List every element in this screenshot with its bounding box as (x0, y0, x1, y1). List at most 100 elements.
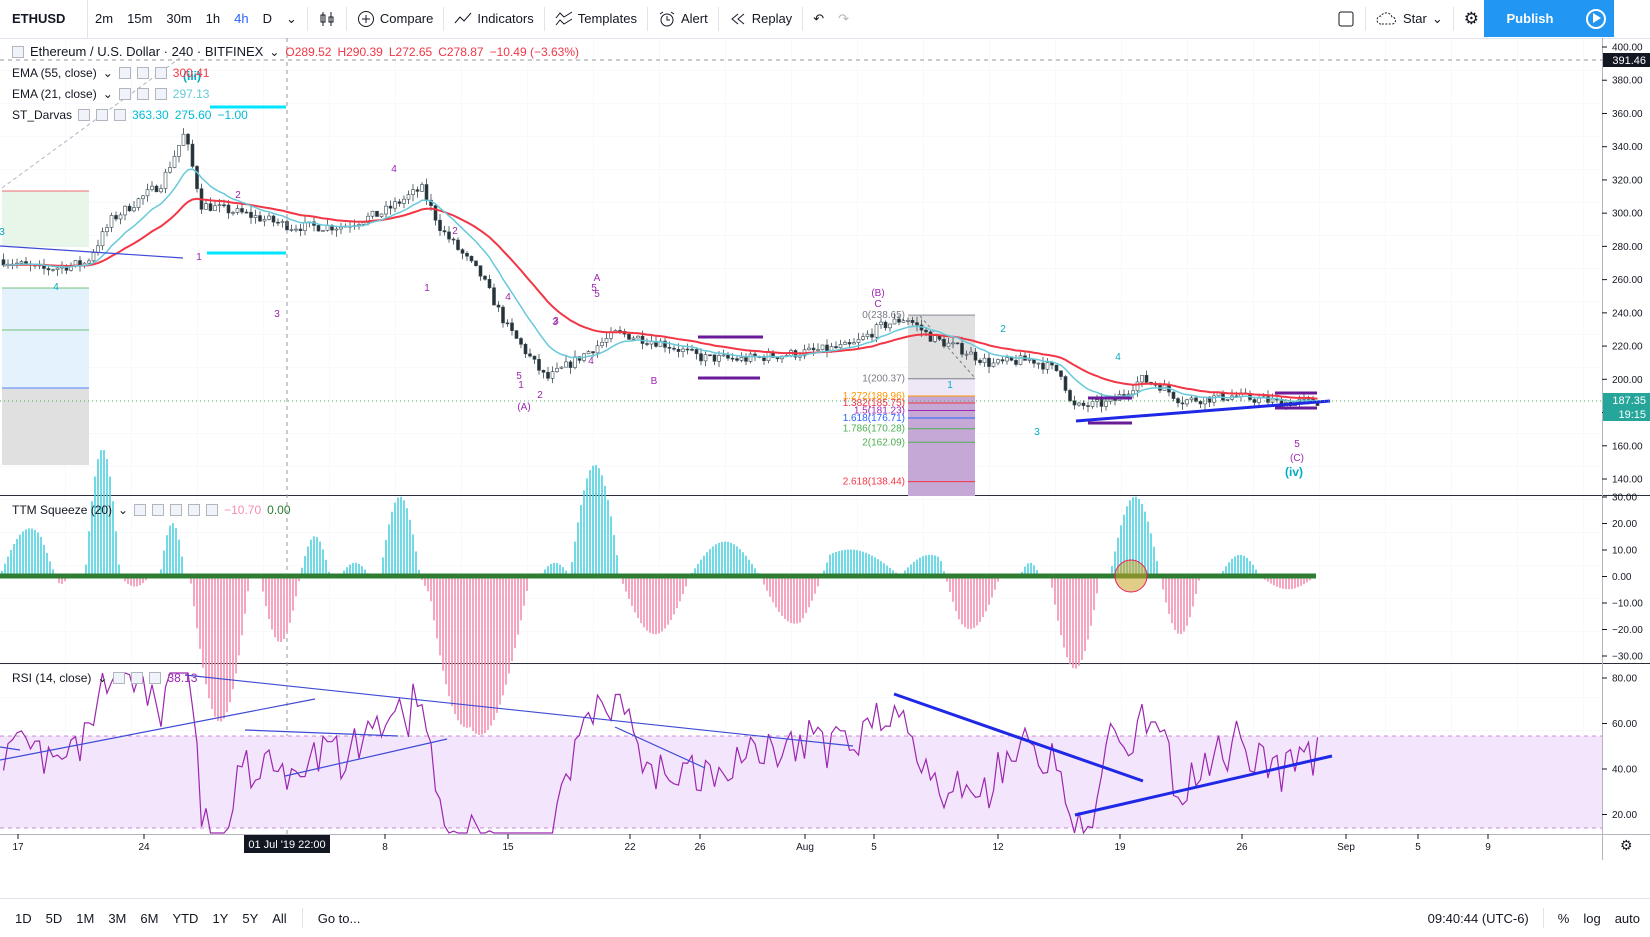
range-5y[interactable]: 5Y (242, 910, 259, 926)
ema21-label[interactable]: EMA (21, close) (12, 87, 97, 101)
layout-name-button[interactable]: Star ⌄ (1369, 0, 1450, 38)
chevron-down-icon[interactable]: ⌄ (102, 87, 113, 101)
wave-label: 1 (947, 380, 953, 391)
clock-label[interactable]: 09:40:44 (UTC-6) (1427, 910, 1529, 926)
indicators-button[interactable]: Indicators (447, 0, 540, 38)
highlight-circle[interactable] (1114, 559, 1148, 593)
settings-icon[interactable] (152, 504, 165, 516)
chevron-down-icon[interactable]: ⌄ (118, 503, 129, 517)
log-toggle[interactable]: log (1583, 910, 1601, 926)
interval-30m[interactable]: 30m (166, 11, 192, 26)
publish-button[interactable]: Publish (1484, 0, 1576, 37)
source-icon[interactable] (170, 504, 183, 516)
time-tick-label: Sep (1337, 842, 1355, 853)
trend-line[interactable] (0, 245, 184, 259)
wave-label: A (594, 273, 601, 284)
rsi-tick-label: 60.00 (1612, 719, 1637, 730)
eye-icon[interactable] (134, 504, 147, 516)
chevron-down-icon[interactable]: ⌄ (102, 66, 113, 80)
more-icon[interactable] (188, 504, 201, 516)
close-icon[interactable] (154, 88, 167, 100)
darvas-label[interactable]: ST_Darvas (12, 108, 73, 122)
close-icon[interactable] (149, 672, 162, 684)
chevron-down-icon[interactable]: ⌄ (269, 44, 280, 59)
last-price-tag: 187.35 19:15 (1603, 393, 1650, 421)
chart-canvas[interactable]: 0(238.65) 1(200.37) 1.272(189.96)1.382(185… (0, 38, 1650, 860)
trend-line[interactable] (1075, 399, 1331, 423)
range-ytd[interactable]: YTD (172, 910, 199, 926)
range-6m[interactable]: 6M (140, 910, 159, 926)
fullscreen-layout-button[interactable] (1330, 0, 1362, 38)
rsi-tick-label: 20.00 (1612, 810, 1637, 821)
ema55-legend[interactable]: EMA (55, close) ⌄ 300.41 (12, 66, 209, 80)
time-axis[interactable]: 17 24 8 15 22 26 Aug 5 12 19 26 Sep 5 9 (12, 834, 1491, 853)
wave-label: (iii) (183, 69, 201, 83)
ema21-legend[interactable]: EMA (21, close) ⌄ 297.13 (12, 87, 209, 101)
interval-15m[interactable]: 15m (127, 11, 153, 26)
rsi-legend[interactable]: RSI (14, close) ⌄ 38.13 (12, 671, 197, 685)
templates-button[interactable]: Templates (548, 0, 644, 38)
symbol-search[interactable]: ETHUSD (0, 0, 88, 38)
eye-icon[interactable] (78, 109, 91, 121)
range-all[interactable]: All (272, 910, 287, 926)
fib-extension-tool[interactable] (908, 315, 976, 496)
rsi-line[interactable] (2, 672, 1319, 835)
fib-level-label: 1(200.37) (862, 374, 905, 385)
play-button[interactable] (1576, 0, 1614, 37)
range-1d[interactable]: 1D (15, 910, 32, 926)
fib-level-label: 1.786(170.28) (843, 424, 905, 435)
alert-button[interactable]: Alert (651, 0, 715, 38)
close-icon[interactable] (114, 109, 127, 121)
eye-icon[interactable] (113, 672, 126, 684)
fib-level-label: 0(238.65) (862, 310, 905, 321)
settings-button[interactable]: ⚙ (1457, 0, 1486, 38)
ttm-legend[interactable]: TTM Squeeze (20) ⌄ −10.70 0.00 (12, 503, 291, 517)
ttm-axis[interactable]: 30.00 20.00 10.00 0.00 −10.00 −20.00 −30.00 (1602, 493, 1643, 663)
settings-icon[interactable] (96, 109, 109, 121)
eye-icon[interactable] (118, 88, 131, 100)
replay-button[interactable]: Replay (722, 0, 799, 38)
ttm-label[interactable]: TTM Squeeze (20) (12, 503, 113, 517)
crosshair-time-tag: 01 Jul '19 22:00 (244, 835, 330, 853)
ema-55-line[interactable] (3, 197, 1318, 400)
goto-button[interactable]: Go to... (317, 910, 361, 926)
settings-icon[interactable] (136, 88, 149, 100)
wave-label: 2 (537, 390, 543, 401)
auto-toggle[interactable]: auto (1614, 910, 1640, 926)
time-tick-label: 24 (138, 842, 150, 853)
ema-21-line[interactable] (3, 168, 1318, 403)
ema55-label[interactable]: EMA (55, close) (12, 66, 97, 80)
fib-zone-1 (908, 378, 975, 396)
range-1m[interactable]: 1M (76, 910, 95, 926)
undo-button[interactable]: ↶ (806, 0, 831, 38)
interval-dropdown[interactable]: ⌄ (279, 0, 304, 38)
interval-2m[interactable]: 2m (95, 11, 114, 26)
redo-button[interactable]: ↷ (831, 0, 856, 38)
price-tick-label: 320.00 (1612, 175, 1643, 186)
range-3m[interactable]: 3M (108, 910, 127, 926)
gear-icon[interactable]: ⚙ (1620, 837, 1633, 853)
chart-type-button[interactable] (311, 0, 343, 38)
interval-D[interactable]: D (262, 11, 272, 26)
position-tool[interactable] (1, 57, 181, 465)
settings-icon[interactable] (136, 67, 149, 79)
templates-label: Templates (577, 11, 637, 26)
rsi-axis[interactable]: 80.00 60.00 40.00 20.00 (1602, 674, 1637, 822)
chevron-down-icon[interactable]: ⌄ (97, 671, 108, 685)
collapse-icon[interactable] (12, 45, 24, 58)
close-icon[interactable] (206, 504, 219, 516)
eye-icon[interactable] (118, 67, 131, 79)
range-1y[interactable]: 1Y (212, 910, 229, 926)
rsi-label[interactable]: RSI (14, close) (12, 671, 92, 685)
interval-4h[interactable]: 4h (234, 11, 249, 26)
darvas-legend[interactable]: ST_Darvas 363.30 275.60 −1.00 (12, 108, 248, 122)
range-5d[interactable]: 5D (45, 910, 63, 926)
interval-1h[interactable]: 1h (205, 11, 221, 26)
close-icon[interactable] (154, 67, 167, 79)
percent-toggle[interactable]: % (1557, 910, 1570, 926)
settings-icon[interactable] (131, 672, 144, 684)
symbol-title[interactable]: Ethereum / U.S. Dollar · 240 · BITFINEX (30, 44, 264, 59)
chart-area[interactable]: 0(238.65) 1(200.37) 1.272(189.96) 1.382(185… (0, 38, 1650, 860)
compare-button[interactable]: Compare (350, 0, 440, 38)
time-tick-label: 8 (382, 842, 388, 853)
